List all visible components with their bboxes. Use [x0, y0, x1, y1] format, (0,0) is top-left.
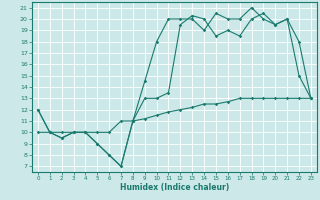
- X-axis label: Humidex (Indice chaleur): Humidex (Indice chaleur): [120, 183, 229, 192]
